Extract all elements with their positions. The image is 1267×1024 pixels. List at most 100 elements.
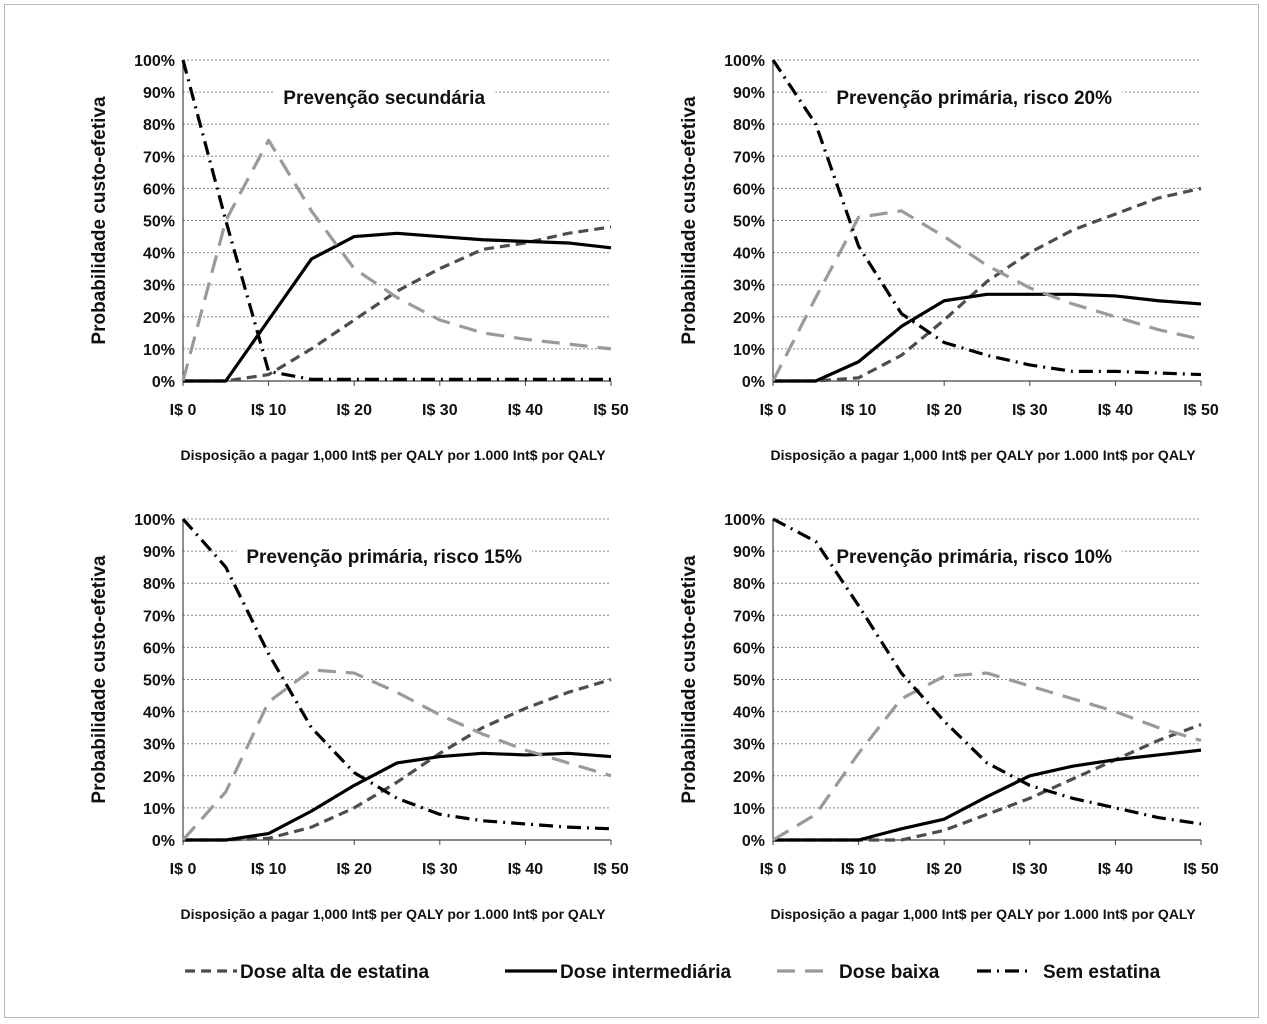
x-tick-label: I$ 30: [1012, 402, 1048, 419]
x-tick-label: I$ 20: [926, 861, 962, 878]
series-line-none: [772, 517, 1202, 826]
x-tick-label: I$ 30: [422, 402, 458, 419]
y-tick-label: 0%: [742, 833, 765, 850]
chart-panel-primary-risk-15: 0% 10% 20% 30% 40% 50% 60% 70% 80% 90% 100% I$ 0 I$ …: [89, 512, 629, 922]
x-tick-label: I$ 10: [251, 861, 287, 878]
y-tick-label: 40%: [143, 246, 175, 263]
chart-title-background: [826, 545, 1123, 570]
chart-title: Prevenção primária, risco 20%: [836, 88, 1112, 109]
y-tick-label: 40%: [733, 705, 765, 722]
x-axis-label: Disposição a pagar 1,000 Int$ per QALY p…: [770, 906, 1196, 922]
y-tick-label: 10%: [733, 342, 765, 359]
x-tick-label: I$ 10: [841, 861, 877, 878]
y-tick-label: 70%: [143, 608, 175, 625]
chart-title-background: [236, 545, 533, 570]
x-tick-label: I$ 10: [841, 402, 877, 419]
y-tick-label: 100%: [134, 53, 175, 70]
chart-title-background: [826, 86, 1123, 111]
figure-svg: 0% 10% 20% 30% 40% 50% 60% 70% 80% 90% 100% I$ 0 I$ …: [89, 53, 1219, 983]
series-line-none: [181, 517, 612, 831]
x-tick-label: I$ 0: [760, 402, 787, 419]
y-tick-label: 40%: [143, 705, 175, 722]
y-tick-label: 80%: [733, 576, 765, 593]
y-tick-label: 80%: [143, 117, 175, 134]
legend-label-mid: Dose intermediária: [560, 962, 731, 983]
y-tick-label: 100%: [134, 512, 175, 529]
chart-panel-secondary-prevention: 0% 10% 20% 30% 40% 50% 60% 70% 80% 90% 100% I$ 0 I$ …: [89, 53, 629, 463]
y-tick-label: 70%: [733, 149, 765, 166]
y-tick-label: 60%: [733, 640, 765, 657]
x-tick-label: I$ 0: [170, 861, 197, 878]
y-tick-label: 20%: [733, 310, 765, 327]
y-tick-label: 60%: [143, 640, 175, 657]
y-tick-label: 10%: [733, 801, 765, 818]
chart-title: Prevenção primária, risco 10%: [836, 547, 1112, 568]
y-tick-label: 30%: [143, 278, 175, 295]
x-tick-label: I$ 40: [508, 402, 544, 419]
y-tick-label: 60%: [143, 181, 175, 198]
y-axis-label: Probabilidade custo-efetiva: [89, 555, 110, 804]
chart-panel-primary-risk-20: 0% 10% 20% 30% 40% 50% 60% 70% 80% 90% 100% I$ 0 I$ …: [679, 53, 1219, 463]
series-line-none: [181, 59, 611, 381]
legend-label-low: Dose baixa: [839, 962, 940, 983]
y-tick-label: 30%: [733, 278, 765, 295]
y-tick-label: 20%: [143, 769, 175, 786]
x-tick-label: I$ 40: [1098, 861, 1134, 878]
x-tick-label: I$ 30: [1012, 861, 1048, 878]
chart-panel-primary-risk-10: 0% 10% 20% 30% 40% 50% 60% 70% 80% 90% 100% I$ 0 I$ …: [679, 512, 1219, 922]
y-tick-label: 50%: [143, 214, 175, 231]
y-tick-label: 90%: [143, 544, 175, 561]
y-tick-label: 30%: [143, 737, 175, 754]
y-tick-label: 90%: [143, 85, 175, 102]
y-tick-label: 20%: [733, 769, 765, 786]
chart-title-background: [273, 86, 496, 111]
y-tick-label: 100%: [724, 512, 765, 529]
x-tick-label: I$ 40: [1098, 402, 1134, 419]
y-tick-label: 60%: [733, 181, 765, 198]
chart-title: Prevenção primária, risco 15%: [246, 547, 522, 568]
series-line-low: [181, 668, 612, 842]
y-tick-label: 10%: [143, 342, 175, 359]
y-tick-label: 20%: [143, 310, 175, 327]
chart-title: Prevenção secundária: [283, 88, 485, 109]
x-axis-label: Disposição a pagar 1,000 Int$ per QALY p…: [770, 447, 1196, 463]
y-tick-label: 0%: [742, 374, 765, 391]
x-tick-label: I$ 0: [170, 402, 197, 419]
y-tick-label: 0%: [152, 374, 175, 391]
y-tick-label: 30%: [733, 737, 765, 754]
series-line-low: [771, 209, 1202, 382]
y-tick-label: 10%: [143, 801, 175, 818]
y-tick-label: 80%: [143, 576, 175, 593]
series-line-mid: [773, 292, 1202, 383]
y-tick-label: 40%: [733, 246, 765, 263]
x-tick-label: I$ 0: [760, 861, 787, 878]
y-tick-label: 80%: [733, 117, 765, 134]
x-axis-label: Disposição a pagar 1,000 Int$ per QALY p…: [180, 906, 606, 922]
x-tick-label: I$ 30: [422, 861, 458, 878]
series-line-high: [773, 186, 1202, 383]
y-tick-label: 0%: [152, 833, 175, 850]
series-line-high: [183, 677, 612, 842]
series-line-mid: [183, 231, 612, 383]
x-tick-label: I$ 50: [593, 402, 629, 419]
legend: Dose alta de estatina Dose intermediária D…: [185, 962, 1161, 983]
y-tick-label: 70%: [143, 149, 175, 166]
x-axis-label: Disposição a pagar 1,000 Int$ per QALY p…: [180, 447, 606, 463]
series-line-low: [772, 671, 1202, 842]
x-tick-label: I$ 50: [1183, 861, 1219, 878]
y-tick-label: 90%: [733, 85, 765, 102]
x-tick-label: I$ 20: [926, 402, 962, 419]
x-tick-label: I$ 50: [593, 861, 629, 878]
legend-label-none: Sem estatina: [1043, 962, 1161, 983]
legend-label-high: Dose alta de estatina: [240, 962, 429, 983]
x-tick-label: I$ 40: [508, 861, 544, 878]
y-tick-label: 70%: [733, 608, 765, 625]
y-axis-label: Probabilidade custo-efetiva: [679, 555, 700, 804]
y-axis-label: Probabilidade custo-efetiva: [89, 96, 110, 345]
y-tick-label: 50%: [733, 214, 765, 231]
y-axis-label: Probabilidade custo-efetiva: [679, 96, 700, 345]
series-line-mid: [773, 748, 1202, 842]
y-tick-label: 50%: [733, 673, 765, 690]
x-tick-label: I$ 20: [336, 402, 372, 419]
y-tick-label: 50%: [143, 673, 175, 690]
